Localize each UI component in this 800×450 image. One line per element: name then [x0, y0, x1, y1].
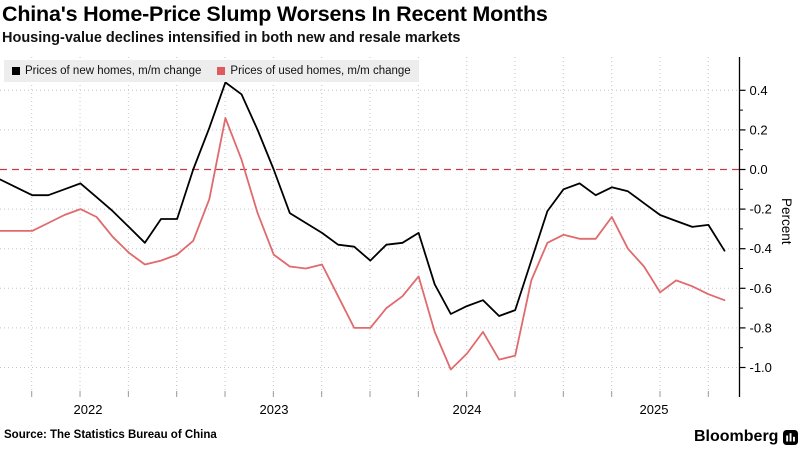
legend-item-used-homes: Prices of used homes, m/m change — [217, 65, 411, 77]
y-tick-label: -1.0 — [750, 360, 772, 375]
x-tick-label: 2023 — [260, 402, 289, 417]
legend-item-new-homes: Prices of new homes, m/m change — [12, 65, 201, 77]
y-tick-label: -0.2 — [750, 202, 772, 217]
source-note: Source: The Statistics Bureau of China — [4, 429, 217, 441]
legend-label: Prices of new homes, m/m change — [25, 65, 202, 77]
bloomberg-terminal-icon — [783, 429, 799, 445]
y-tick-label: 0.0 — [750, 162, 768, 177]
new-homes-line — [0, 81, 726, 317]
x-tick-label: 2024 — [453, 402, 482, 417]
y-tick-label: 0.2 — [750, 122, 768, 137]
legend-label: Prices of used homes, m/m change — [230, 65, 411, 77]
y-tick-label: 0.4 — [750, 83, 768, 98]
chart-legend: Prices of new homes, m/m change Prices o… — [4, 60, 419, 82]
new-homes-swatch-icon — [12, 67, 20, 75]
page-title: China's Home-Price Slump Worsens In Rece… — [2, 2, 548, 26]
bloomberg-wordmark: Bloomberg — [694, 428, 779, 445]
y-tick-label: -0.4 — [750, 241, 772, 256]
y-axis-title: Percent — [779, 198, 794, 245]
x-tick-label: 2025 — [640, 402, 669, 417]
y-tick-label: -0.8 — [750, 320, 772, 335]
y-tick-label: -0.6 — [750, 281, 772, 296]
x-tick-label: 2022 — [74, 402, 103, 417]
bloomberg-logo: Bloomberg — [694, 428, 799, 446]
used-homes-line — [0, 117, 726, 371]
page-subtitle: Housing-value declines intensified in bo… — [2, 30, 461, 46]
used-homes-swatch-icon — [217, 67, 226, 75]
